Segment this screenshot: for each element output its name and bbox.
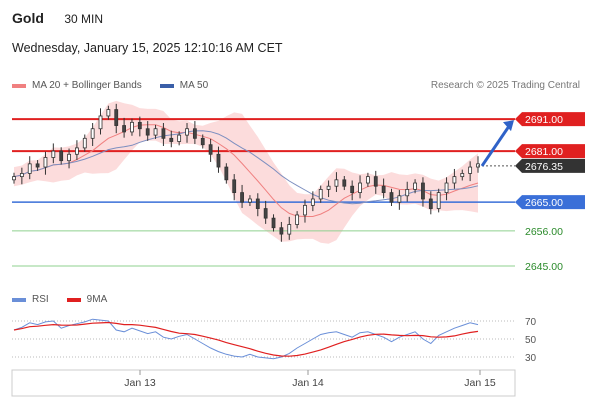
current-price-label: 2676.35 [525, 161, 563, 173]
candle-down [342, 179, 347, 187]
ma50-legend-label: MA 50 [179, 80, 209, 91]
candle-down [208, 144, 213, 155]
candle-up [452, 176, 457, 184]
candle-down [137, 121, 142, 130]
candle-down [421, 182, 425, 200]
candle-up [405, 189, 410, 197]
candle-up [318, 189, 323, 200]
resistance-1-label: 2691.00 [525, 114, 563, 126]
candle-up [153, 128, 158, 136]
candle-down [169, 137, 174, 142]
ma20-legend-label: MA 20 + Bollinger Bands [32, 80, 142, 91]
candle-down [240, 192, 244, 203]
projection-arrow-head [503, 120, 514, 132]
candle-up [90, 128, 95, 139]
candle-down [428, 198, 433, 209]
candle-down [122, 125, 127, 133]
candle-up [310, 198, 315, 206]
candle-up [460, 173, 465, 178]
candle-up [130, 121, 134, 133]
pivot-label: 2665.00 [525, 197, 563, 209]
rsi-ma-legend-label: 9MA [86, 294, 108, 305]
candle-down [381, 185, 386, 193]
candle-up [303, 204, 307, 216]
candle-up [444, 182, 449, 193]
candle-up [51, 150, 56, 158]
candle-up [468, 166, 473, 174]
rsi-tick-label: 70 [525, 317, 537, 328]
rsi-line [13, 318, 479, 360]
candle-down [232, 179, 237, 193]
candle-down [263, 208, 268, 219]
candle-up [19, 173, 24, 178]
current-price-tag [515, 158, 585, 173]
candle-down [350, 185, 355, 193]
rsi-swatch [12, 297, 26, 302]
time-axis-frame [11, 369, 516, 397]
credit-text: Research © 2025 Trading Central [430, 80, 580, 91]
candle-down [224, 166, 229, 181]
time-tick-label: Jan 15 [464, 377, 496, 389]
candle-down [114, 109, 119, 126]
candle-up [287, 224, 292, 235]
candle-up [334, 179, 339, 187]
candle-down [279, 227, 284, 235]
support-2-label: 2645.00 [525, 261, 563, 273]
resistance-2-tag [515, 144, 585, 159]
ma20-swatch [12, 83, 26, 88]
candle-up [27, 163, 32, 174]
candle-down [59, 150, 64, 162]
ma20-line [13, 124, 479, 217]
candle-down [192, 128, 197, 139]
candle-up [98, 115, 103, 130]
candle-up [67, 153, 71, 162]
rsi-tick-label: 30 [525, 353, 537, 364]
candle-up [326, 185, 331, 190]
instrument-name: Gold [12, 10, 44, 26]
candle-up [106, 109, 111, 117]
rsi-ma-swatch [66, 297, 81, 302]
candle-down [161, 128, 166, 139]
resistance-1-tag [515, 112, 585, 127]
rsi-tick-label: 50 [525, 335, 537, 346]
candle-down [200, 137, 205, 146]
price-legend: MA 20 + Bollinger Bands MA 50 [12, 80, 208, 91]
bollinger-band-area [14, 100, 478, 244]
timestamp: Wednesday, January 15, 2025 12:10:16 AM … [12, 41, 283, 55]
chart-header: Gold 30 MIN [12, 10, 103, 28]
candle-down [373, 176, 378, 187]
time-tick-label: Jan 13 [124, 377, 156, 389]
candle-up [248, 198, 252, 203]
candle-up [397, 195, 402, 203]
candle-up [43, 157, 48, 168]
candle-down [35, 163, 40, 168]
candle-down [271, 217, 276, 229]
rsi-legend: RSI 9MA [12, 294, 107, 305]
candle-up [365, 176, 370, 184]
candle-up [75, 147, 79, 155]
candle-down [389, 192, 394, 203]
candle-up [413, 182, 417, 190]
projection-arrow-shaft [480, 125, 511, 167]
resistance-2-label: 2681.00 [525, 146, 563, 158]
ma50-swatch [159, 83, 174, 88]
candle-up [295, 214, 300, 225]
rsi-legend-label: RSI [32, 294, 49, 305]
rsi-ma-line [13, 321, 479, 357]
candle-down [216, 153, 221, 168]
candle-up [177, 134, 182, 142]
time-tick-label: Jan 14 [292, 377, 324, 389]
candle-up [358, 182, 362, 193]
candle-up [12, 176, 16, 181]
candle-up [185, 128, 189, 136]
candle-down [255, 198, 260, 209]
support-1-label: 2656.00 [525, 226, 563, 238]
candle-down [145, 128, 150, 136]
candle-up [436, 192, 441, 209]
timeframe-label: 30 MIN [64, 12, 104, 26]
candle-up [82, 137, 87, 149]
pivot-tag [515, 195, 585, 210]
